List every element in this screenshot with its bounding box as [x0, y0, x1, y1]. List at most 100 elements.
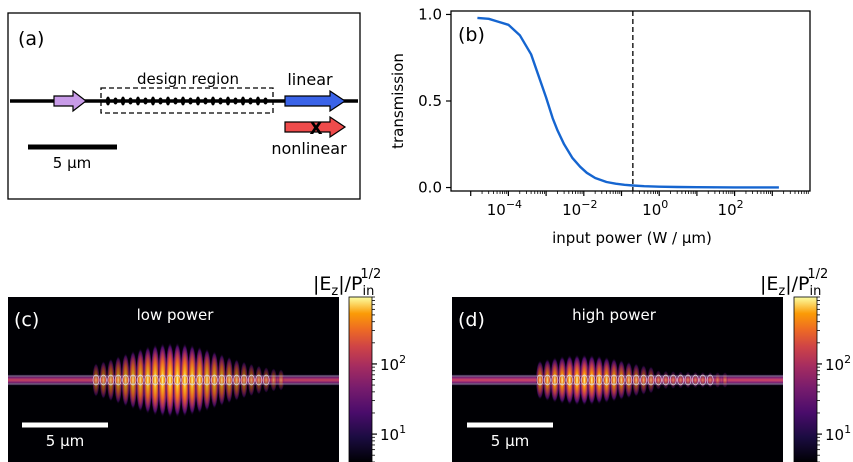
field-lobe: [706, 371, 714, 389]
plot-frame: [450, 10, 811, 192]
linear-label: linear: [287, 70, 333, 89]
hole-outline: [129, 374, 137, 386]
hole-outline: [92, 374, 100, 386]
field-lobe: [195, 346, 205, 414]
panel-b: 0.0 0.5 1.0 10−4 10−2 100 102 (b) input power …: [389, 5, 811, 247]
scalebar-a-label: 5 μm: [53, 154, 91, 172]
design-hole: [150, 96, 156, 106]
field-lobe: [587, 354, 597, 406]
hole-outline: [137, 374, 144, 386]
design-hole: [128, 97, 133, 105]
colorbar-d: [793, 296, 818, 462]
x-tick-label: 102: [718, 198, 744, 219]
hole-outline: [211, 374, 218, 386]
field-lobe: [210, 350, 219, 410]
field-lobe: [639, 364, 648, 396]
design-hole: [240, 96, 246, 106]
linear-arrow: [284, 89, 347, 113]
transmission-chart: 0.0 0.5 1.0 10−4 10−2 100 102: [418, 5, 811, 219]
hole-outline: [706, 374, 714, 386]
colorbar-tick-label: 101: [380, 423, 406, 444]
colorbar-d-ticks: 101 102: [817, 296, 851, 462]
field-lobe: [617, 359, 626, 401]
hole-outline: [144, 374, 152, 386]
panel-d-label: (d): [458, 309, 485, 331]
field-lobe: [165, 342, 175, 418]
design-hole: [113, 97, 118, 105]
field-lobe: [699, 371, 707, 389]
hole-outline: [699, 374, 707, 386]
field-lobe: [128, 350, 138, 410]
nonlinear-label: nonlinear: [271, 139, 347, 158]
hole-outline: [233, 374, 240, 386]
field-lobe: [721, 371, 729, 389]
hole-outline: [159, 374, 166, 386]
field-lobe: [535, 360, 545, 400]
design-hole: [158, 97, 163, 105]
panel-c-label: (c): [14, 309, 39, 331]
hole-outline: [662, 374, 670, 386]
y-tick-label: 1.0: [418, 5, 442, 23]
hole-outline: [640, 374, 647, 386]
design-hole: [210, 96, 216, 106]
scalebar-d-label: 5 μm: [491, 432, 529, 450]
field-lobe: [255, 365, 263, 395]
field-lobe: [572, 354, 582, 406]
hole-outline: [107, 374, 115, 386]
design-hole: [188, 97, 193, 105]
hole-outline: [544, 374, 551, 386]
design-hole: [105, 96, 111, 106]
design-region-label: design region: [137, 70, 239, 88]
hole-outline: [551, 374, 559, 386]
hole-outline: [558, 374, 566, 386]
field-lobe: [187, 344, 197, 416]
hole-outline: [188, 374, 196, 386]
field-lobe: [662, 370, 670, 390]
hole-outline: [603, 374, 610, 386]
field-lobe: [202, 348, 212, 412]
field-pattern-d: [452, 354, 783, 406]
field-lobe: [240, 361, 248, 399]
design-hole: [218, 97, 223, 105]
panel-c-title: low power: [137, 306, 215, 324]
x-tick-label: 100: [642, 198, 668, 219]
hole-outline: [581, 374, 588, 386]
field-lobe: [609, 357, 619, 403]
x-tick-label: 10−2: [562, 198, 597, 219]
design-region-box: [100, 87, 274, 114]
colorbar-c-ticks: 101 102: [372, 296, 406, 462]
hole-outline: [203, 374, 211, 386]
y-tick-label: 0.0: [418, 179, 442, 197]
blocked-mark: X: [309, 119, 322, 139]
field-lobe: [542, 358, 552, 402]
hole-outline: [677, 374, 684, 386]
design-hole: [180, 96, 186, 106]
panel-b-label: (b): [458, 24, 485, 46]
panel-a: (a) design region linear X nonlinear 5 μ…: [7, 12, 361, 200]
hole-outline: [647, 374, 655, 386]
design-hole: [120, 96, 126, 106]
field-lobe: [150, 343, 160, 417]
field-lobe: [624, 361, 633, 399]
scalebar-c-label: 5 μm: [46, 432, 84, 450]
field-lobe: [135, 347, 145, 413]
y-tick-label: 0.5: [418, 92, 442, 110]
field-lobe: [669, 370, 677, 390]
design-hole: [225, 96, 231, 106]
field-lobe: [172, 342, 183, 418]
hole-outline: [536, 374, 544, 386]
field-lobe: [594, 355, 604, 405]
hole-outline: [100, 374, 107, 386]
hole-outline: [632, 374, 640, 386]
field-lobe: [232, 358, 241, 402]
colorbar-tick-label: 102: [380, 353, 406, 374]
design-hole: [203, 97, 208, 105]
field-lobe: [714, 371, 721, 389]
hole-outline: [625, 374, 633, 386]
panel-c: (c) low power 5 μm 101 102 |Ez|/Pin1/2: [8, 267, 406, 462]
y-axis-label: transmission: [389, 53, 407, 149]
colorbar-tick-label: 101: [825, 423, 851, 444]
field-lobe: [602, 356, 612, 404]
design-hole: [165, 96, 171, 106]
input-arrow: [53, 89, 87, 113]
